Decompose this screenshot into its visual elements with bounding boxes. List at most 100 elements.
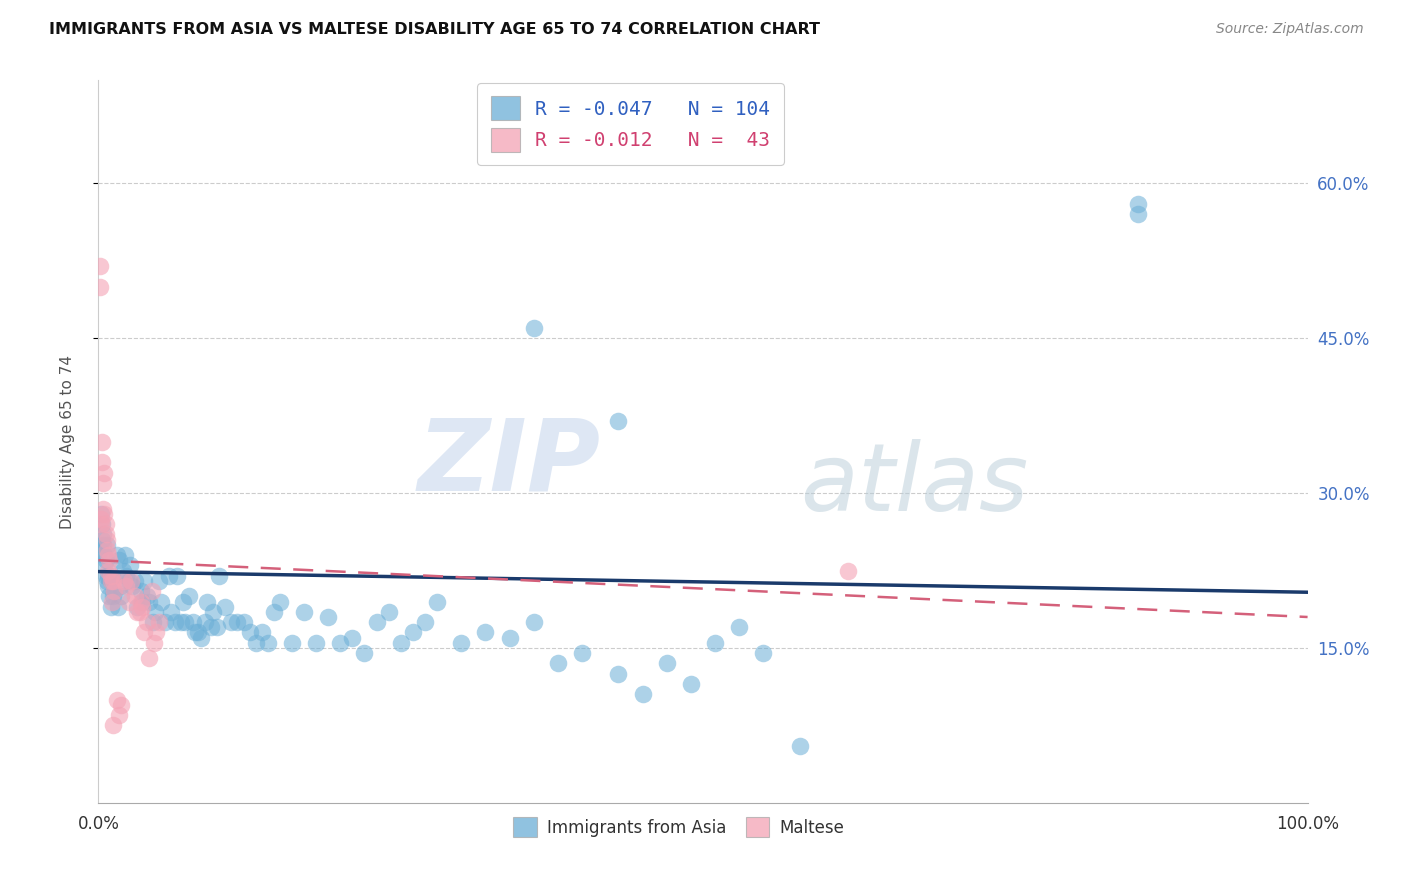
Point — [141, 584, 163, 599]
Point — [91, 533, 114, 547]
Point — [474, 625, 496, 640]
Point — [121, 579, 143, 593]
Point — [269, 594, 291, 608]
Point — [91, 527, 114, 541]
Point — [103, 584, 125, 599]
Point — [128, 605, 150, 619]
Point — [607, 666, 630, 681]
Point — [256, 636, 278, 650]
Point — [366, 615, 388, 630]
Point — [194, 615, 217, 630]
Point — [100, 599, 122, 614]
Text: atlas: atlas — [800, 440, 1028, 531]
Point — [1128, 207, 1150, 221]
Point — [134, 574, 156, 588]
Point — [91, 434, 114, 449]
Point — [263, 605, 285, 619]
Point — [98, 553, 121, 567]
Point — [1128, 197, 1150, 211]
Point — [353, 646, 375, 660]
Point — [112, 574, 135, 588]
Point — [96, 533, 118, 547]
Point — [205, 620, 228, 634]
Point — [118, 594, 141, 608]
Point — [148, 574, 170, 588]
Point — [450, 636, 472, 650]
Point — [101, 574, 124, 588]
Point — [108, 579, 131, 593]
Point — [169, 615, 191, 630]
Point — [114, 548, 136, 562]
Point — [97, 579, 120, 593]
Y-axis label: Disability Age 65 to 74: Disability Age 65 to 74 — [60, 354, 75, 529]
Point — [93, 548, 115, 562]
Point — [100, 574, 122, 588]
Point — [100, 574, 122, 588]
Point — [221, 615, 243, 630]
Point — [94, 527, 117, 541]
Point — [97, 548, 120, 562]
Point — [195, 594, 218, 608]
Point — [89, 279, 111, 293]
Point — [93, 466, 115, 480]
Point — [108, 553, 131, 567]
Point — [402, 625, 425, 640]
Point — [91, 538, 114, 552]
Point — [214, 599, 236, 614]
Point — [789, 739, 811, 753]
Point — [145, 625, 167, 640]
Point — [413, 615, 436, 630]
Point — [91, 517, 114, 532]
Point — [226, 615, 249, 630]
Point — [187, 625, 209, 640]
Point — [100, 594, 122, 608]
Point — [329, 636, 352, 650]
Point — [91, 501, 114, 516]
Point — [90, 507, 112, 521]
Point — [571, 646, 593, 660]
Point — [97, 564, 120, 578]
Point — [91, 455, 114, 469]
Point — [150, 594, 173, 608]
Point — [679, 677, 702, 691]
Point — [94, 517, 117, 532]
Point — [94, 553, 117, 567]
Point — [143, 636, 166, 650]
Point — [134, 625, 156, 640]
Point — [90, 517, 112, 532]
Point — [163, 615, 186, 630]
Point — [98, 590, 121, 604]
Point — [281, 636, 304, 650]
Point — [704, 636, 727, 650]
Point — [101, 590, 124, 604]
Point — [108, 708, 131, 723]
Point — [101, 718, 124, 732]
Point — [184, 625, 207, 640]
Text: Source: ZipAtlas.com: Source: ZipAtlas.com — [1216, 22, 1364, 37]
Point — [157, 568, 180, 582]
Point — [97, 568, 120, 582]
Point — [94, 568, 117, 582]
Point — [96, 574, 118, 588]
Point — [131, 599, 153, 614]
Point — [655, 657, 678, 671]
Point — [752, 646, 775, 660]
Point — [239, 625, 262, 640]
Point — [100, 568, 122, 582]
Point — [91, 475, 114, 490]
Point — [148, 615, 170, 630]
Point — [179, 590, 201, 604]
Point — [160, 605, 183, 619]
Point — [245, 636, 267, 650]
Point — [111, 564, 134, 578]
Point — [96, 542, 118, 557]
Point — [547, 657, 569, 671]
Point — [135, 590, 157, 604]
Point — [143, 605, 166, 619]
Point — [110, 698, 132, 712]
Point — [131, 594, 153, 608]
Point — [166, 568, 188, 582]
Point — [316, 610, 339, 624]
Point — [523, 615, 546, 630]
Point — [138, 651, 160, 665]
